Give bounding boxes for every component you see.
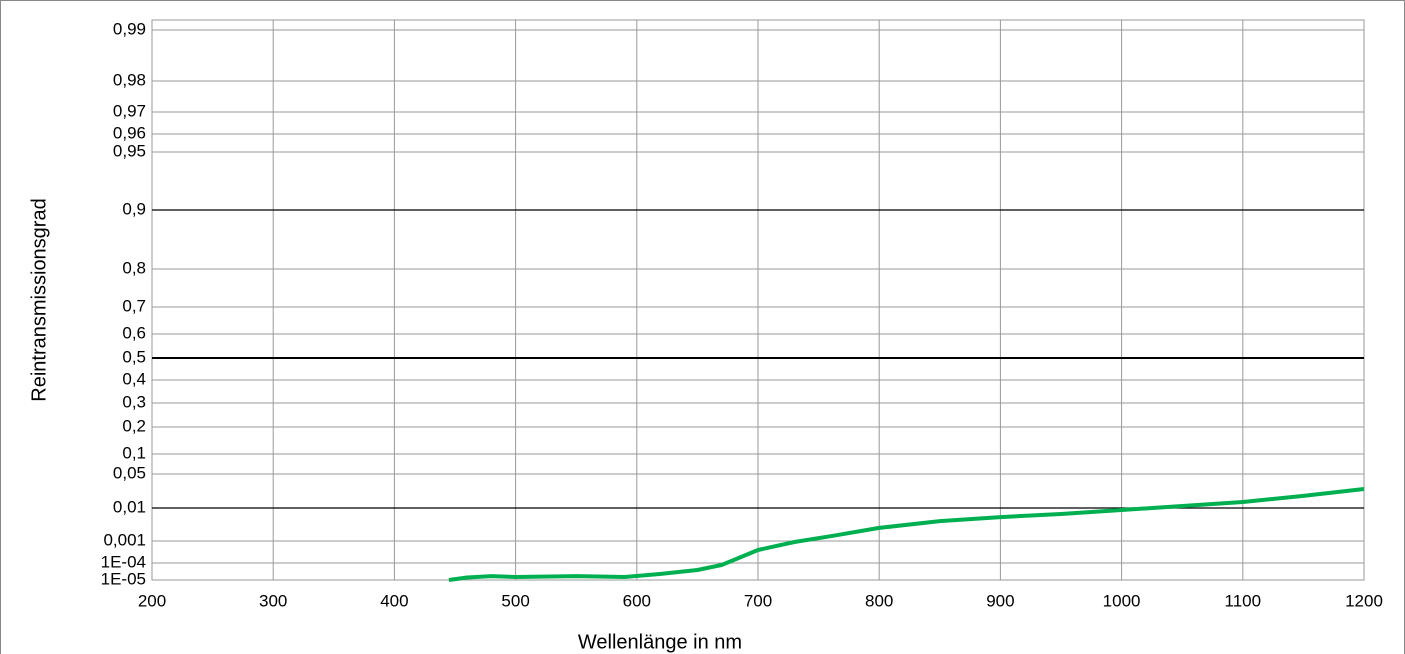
x-tick-label: 600: [623, 591, 651, 610]
y-tick-label: 0,7: [122, 296, 146, 315]
y-axis-label: Reintransmissionsgrad: [28, 198, 50, 401]
x-tick-label: 200: [138, 591, 166, 610]
y-tick-label: 0,95: [113, 141, 146, 160]
y-tick-label: 0,01: [113, 497, 146, 516]
y-tick-label: 1E-04: [101, 552, 146, 571]
x-tick-label: 900: [986, 591, 1014, 610]
x-tick-label: 400: [380, 591, 408, 610]
data-line: [448, 487, 1365, 582]
y-tick-label: 0,3: [122, 392, 146, 411]
x-tick-label: 700: [744, 591, 772, 610]
y-tick-label: 1E-05: [101, 569, 146, 588]
y-tick-label: 0,001: [103, 530, 146, 549]
y-tick-label: 0,5: [122, 347, 146, 366]
y-tick-label: 0,1: [122, 443, 146, 462]
x-tick-label: 1200: [1345, 591, 1383, 610]
y-tick-label: 0,2: [122, 416, 146, 435]
x-tick-label: 300: [259, 591, 287, 610]
x-tick-label: 1100: [1225, 591, 1262, 610]
y-tick-label: 0,9: [122, 199, 146, 218]
x-tick-label: 800: [865, 591, 893, 610]
y-tick-label: 0,98: [113, 70, 146, 89]
y-tick-label: 0,8: [122, 258, 146, 277]
y-tick-label: 0,97: [113, 101, 146, 120]
y-tick-label: 0,05: [113, 463, 146, 482]
y-tick-label: 0,96: [113, 123, 146, 142]
y-tick-label: 0,99: [113, 19, 146, 38]
y-tick-label: 0,6: [122, 323, 146, 342]
x-tick-label: 1000: [1103, 591, 1141, 610]
y-tick-label: 0,4: [122, 369, 146, 388]
x-axis-label: Wellenlänge in nm: [578, 631, 742, 653]
x-tick-label: 500: [501, 591, 529, 610]
